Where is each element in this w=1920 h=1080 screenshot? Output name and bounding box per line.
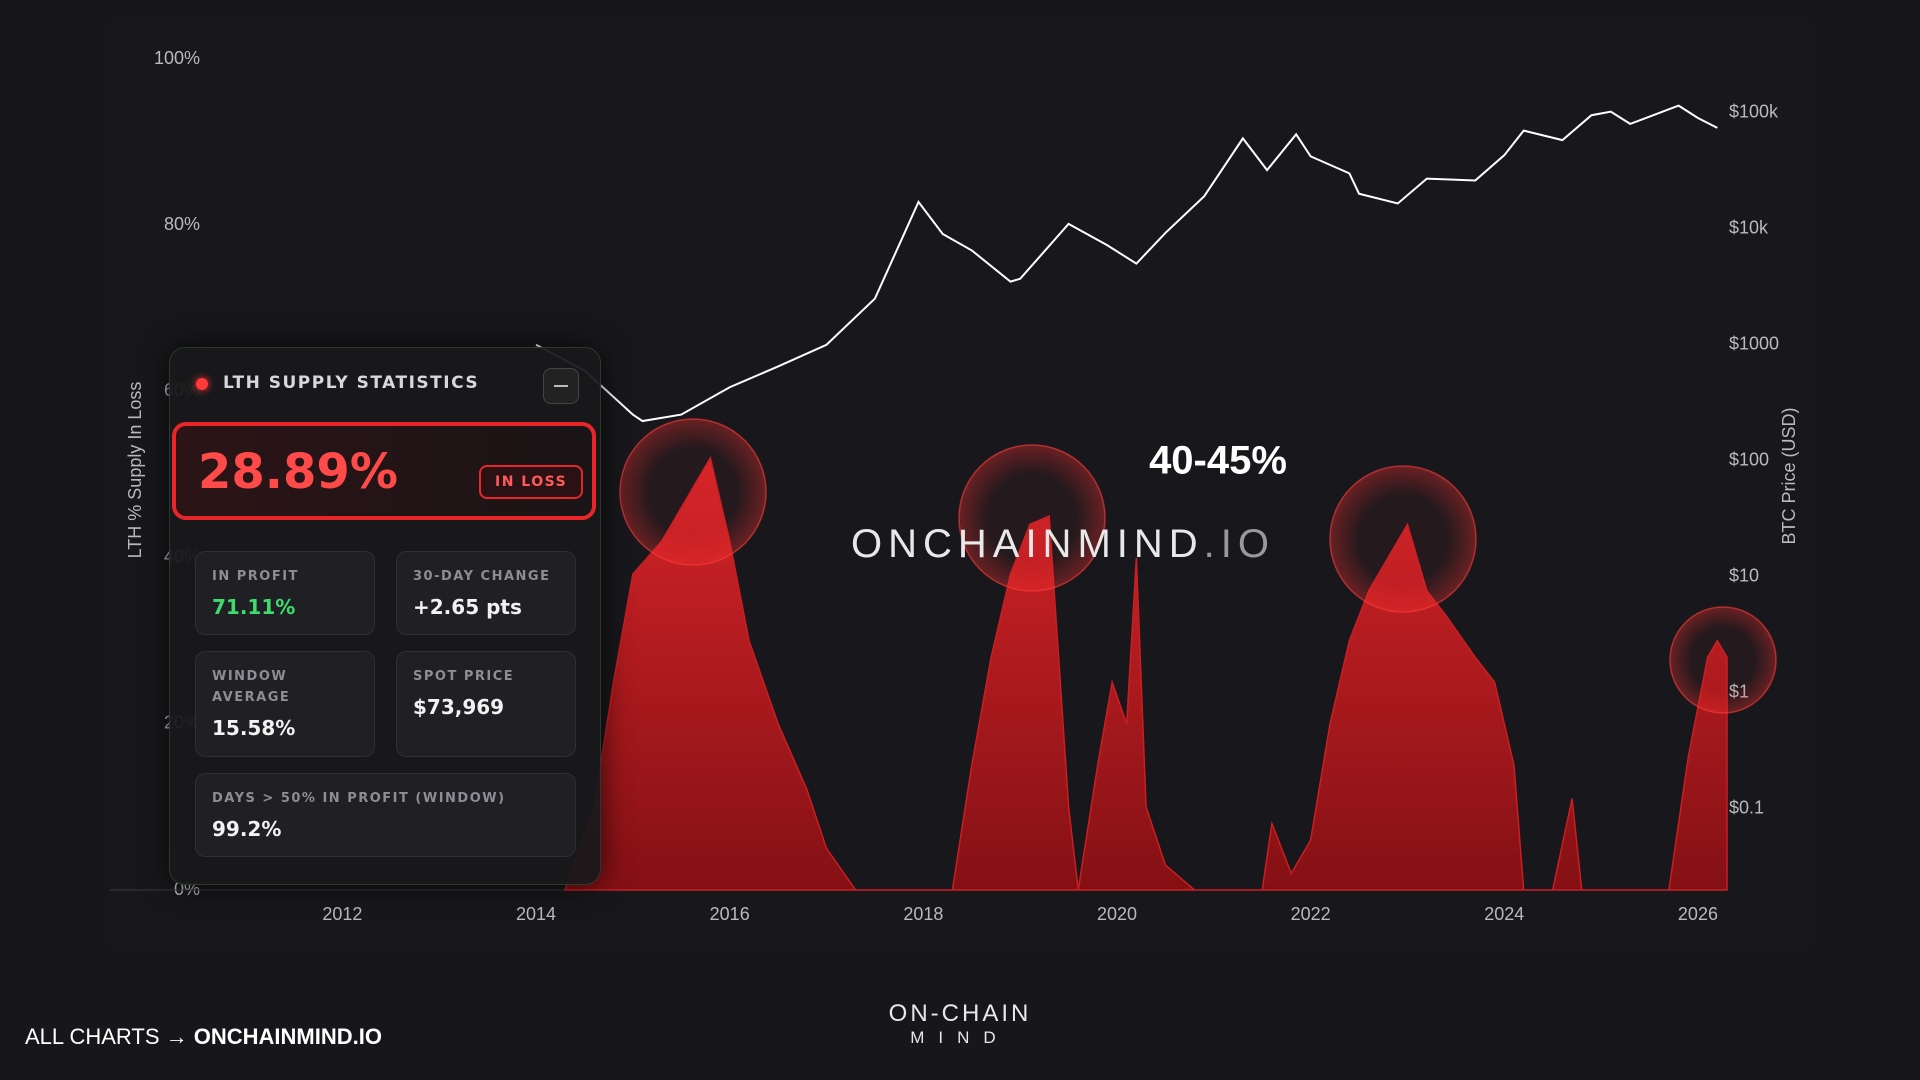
logo-line: ON-CHAIN [888,1000,1032,1027]
stat-value: 99.2% [212,817,282,841]
highlight-circle [958,444,1106,592]
stat-value: 71.11% [212,595,296,619]
x-tick-label: 2026 [1678,904,1718,924]
watermark-name: ONCHAINMIND [851,522,1204,566]
y2-tick-label: $0.1 [1729,798,1764,818]
y2-tick-label: $100 [1729,450,1769,470]
footer-prefix: ALL CHARTS → [25,1024,188,1049]
footer-link[interactable]: ONCHAINMIND.IO [193,1024,382,1049]
x-tick-label: 2024 [1484,904,1524,924]
stat-label: SPOT PRICE [413,669,515,684]
stat-card: WINDOW AVERAGE 15.58% [195,651,375,757]
stat-card: SPOT PRICE $73,969 [396,651,576,757]
stat-label: 30-DAY CHANGE [413,569,551,584]
logo-line: MIND [910,1028,1010,1047]
panel-title: LTH SUPPLY STATISTICS [223,373,480,393]
main-stat: 28.89% IN LOSS [172,422,596,520]
y2-tick-label: $100k [1729,101,1779,121]
annotation: 40-45% [1149,439,1287,483]
highlight-circle [1669,606,1777,714]
x-tick-label: 2018 [903,904,943,924]
x-tick-label: 2016 [710,904,750,924]
stats-panel: LTH SUPPLY STATISTICS 28.89% IN LOSS IN … [169,347,601,885]
footer: ALL CHARTS → ONCHAINMIND.IO [25,1024,382,1050]
stat-label: IN PROFIT [212,569,299,584]
stat-card: DAYS > 50% IN PROFIT (WINDOW) 99.2% [195,773,576,857]
y-tick-label: 100% [154,48,200,68]
watermark: ONCHAINMIND.IO [851,522,1275,566]
minimize-button[interactable] [543,368,579,404]
status-dot [196,378,208,390]
x-tick-label: 2012 [322,904,362,924]
badge: IN LOSS [479,465,584,499]
price-line [535,104,1718,423]
x-tick-label: 2020 [1097,904,1137,924]
stat-value: +2.65 pts [413,595,522,619]
watermark-suffix: .IO [1204,522,1275,566]
highlight-circle [1329,465,1477,613]
stat-label: DAYS > 50% IN PROFIT (WINDOW) [212,791,506,806]
y-tick-label: 80% [164,214,200,234]
y2-tick-label: $10 [1729,566,1759,586]
stat-label: WINDOW AVERAGE [212,669,291,705]
y2-tick-label: $10k [1729,217,1769,237]
loss-area [564,455,1728,891]
x-tick-label: 2014 [516,904,556,924]
y2-tick-label: $1000 [1729,333,1779,353]
stat-card: IN PROFIT 71.11% [195,551,375,635]
stat-card: 30-DAY CHANGE +2.65 pts [396,551,576,635]
stat-value: $73,969 [413,695,505,719]
stat-value: 15.58% [212,716,296,740]
y2-axis-title: BTC Price (USD) [1779,407,1799,544]
x-tick-label: 2022 [1291,904,1331,924]
y-axis-title: LTH % Supply In Loss [125,382,145,559]
main-value: 28.89% [198,444,398,500]
highlight-circle [619,418,767,566]
